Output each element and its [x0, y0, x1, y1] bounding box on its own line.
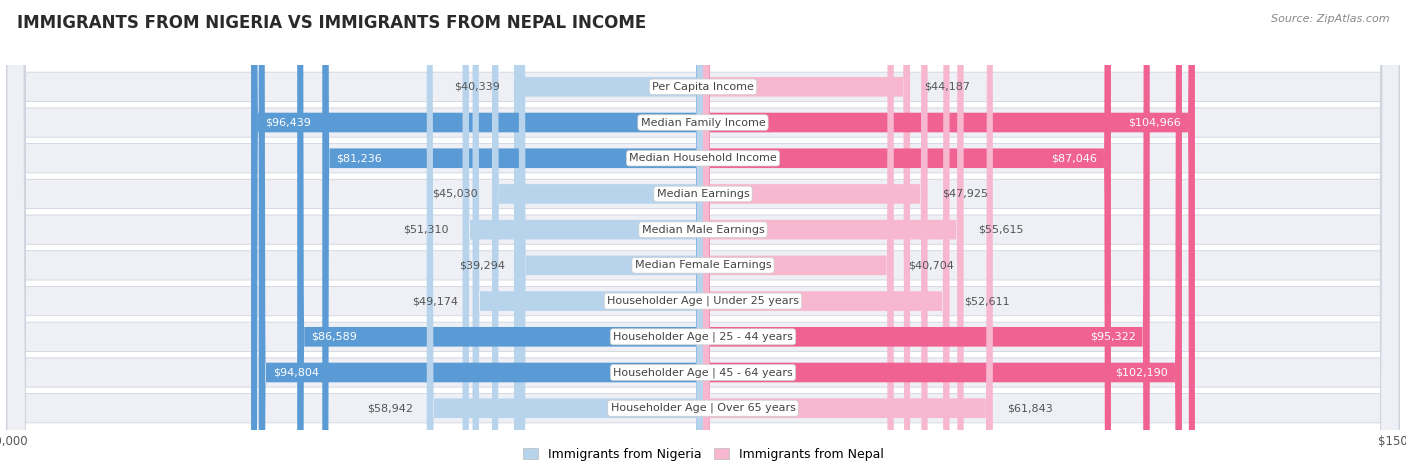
- Text: IMMIGRANTS FROM NIGERIA VS IMMIGRANTS FROM NEPAL INCOME: IMMIGRANTS FROM NIGERIA VS IMMIGRANTS FR…: [17, 14, 647, 32]
- Text: $49,174: $49,174: [412, 296, 458, 306]
- Text: $58,942: $58,942: [367, 403, 413, 413]
- FancyBboxPatch shape: [703, 0, 894, 467]
- Text: Householder Age | Over 65 years: Householder Age | Over 65 years: [610, 403, 796, 413]
- FancyBboxPatch shape: [322, 0, 703, 467]
- FancyBboxPatch shape: [7, 0, 1399, 467]
- Text: $87,046: $87,046: [1052, 153, 1097, 163]
- Text: $47,925: $47,925: [942, 189, 987, 199]
- Text: $104,966: $104,966: [1128, 118, 1181, 127]
- Text: Source: ZipAtlas.com: Source: ZipAtlas.com: [1271, 14, 1389, 24]
- FancyBboxPatch shape: [703, 0, 1182, 467]
- FancyBboxPatch shape: [463, 0, 703, 467]
- Text: $86,589: $86,589: [311, 332, 357, 342]
- Text: Median Earnings: Median Earnings: [657, 189, 749, 199]
- Text: Median Male Earnings: Median Male Earnings: [641, 225, 765, 234]
- FancyBboxPatch shape: [519, 0, 703, 467]
- FancyBboxPatch shape: [703, 0, 910, 467]
- Text: Median Family Income: Median Family Income: [641, 118, 765, 127]
- Text: $39,294: $39,294: [458, 261, 505, 270]
- FancyBboxPatch shape: [7, 0, 1399, 467]
- Text: Householder Age | Under 25 years: Householder Age | Under 25 years: [607, 296, 799, 306]
- FancyBboxPatch shape: [7, 0, 1399, 467]
- FancyBboxPatch shape: [515, 0, 703, 467]
- Text: Householder Age | 45 - 64 years: Householder Age | 45 - 64 years: [613, 367, 793, 378]
- FancyBboxPatch shape: [492, 0, 703, 467]
- Text: $94,804: $94,804: [273, 368, 319, 377]
- Text: $55,615: $55,615: [977, 225, 1024, 234]
- Text: $40,704: $40,704: [908, 261, 953, 270]
- Text: $102,190: $102,190: [1115, 368, 1168, 377]
- Text: $40,339: $40,339: [454, 82, 501, 92]
- FancyBboxPatch shape: [703, 0, 1111, 467]
- Text: Per Capita Income: Per Capita Income: [652, 82, 754, 92]
- Text: Median Household Income: Median Household Income: [628, 153, 778, 163]
- Text: Median Female Earnings: Median Female Earnings: [634, 261, 772, 270]
- FancyBboxPatch shape: [252, 0, 703, 467]
- Text: $81,236: $81,236: [336, 153, 382, 163]
- FancyBboxPatch shape: [7, 0, 1399, 467]
- Text: $44,187: $44,187: [924, 82, 970, 92]
- Text: $51,310: $51,310: [404, 225, 449, 234]
- FancyBboxPatch shape: [297, 0, 703, 467]
- FancyBboxPatch shape: [703, 0, 963, 467]
- Text: Householder Age | 25 - 44 years: Householder Age | 25 - 44 years: [613, 332, 793, 342]
- FancyBboxPatch shape: [7, 0, 1399, 467]
- FancyBboxPatch shape: [703, 0, 1195, 467]
- FancyBboxPatch shape: [7, 0, 1399, 467]
- FancyBboxPatch shape: [259, 0, 703, 467]
- FancyBboxPatch shape: [703, 0, 1150, 467]
- FancyBboxPatch shape: [7, 0, 1399, 467]
- Text: $52,611: $52,611: [963, 296, 1010, 306]
- Text: $95,322: $95,322: [1090, 332, 1136, 342]
- FancyBboxPatch shape: [472, 0, 703, 467]
- Text: $45,030: $45,030: [432, 189, 478, 199]
- Text: $61,843: $61,843: [1007, 403, 1053, 413]
- FancyBboxPatch shape: [703, 0, 993, 467]
- Legend: Immigrants from Nigeria, Immigrants from Nepal: Immigrants from Nigeria, Immigrants from…: [523, 448, 883, 461]
- FancyBboxPatch shape: [703, 0, 949, 467]
- FancyBboxPatch shape: [703, 0, 928, 467]
- FancyBboxPatch shape: [7, 0, 1399, 467]
- FancyBboxPatch shape: [7, 0, 1399, 467]
- Text: $96,439: $96,439: [266, 118, 311, 127]
- FancyBboxPatch shape: [427, 0, 703, 467]
- FancyBboxPatch shape: [7, 0, 1399, 467]
